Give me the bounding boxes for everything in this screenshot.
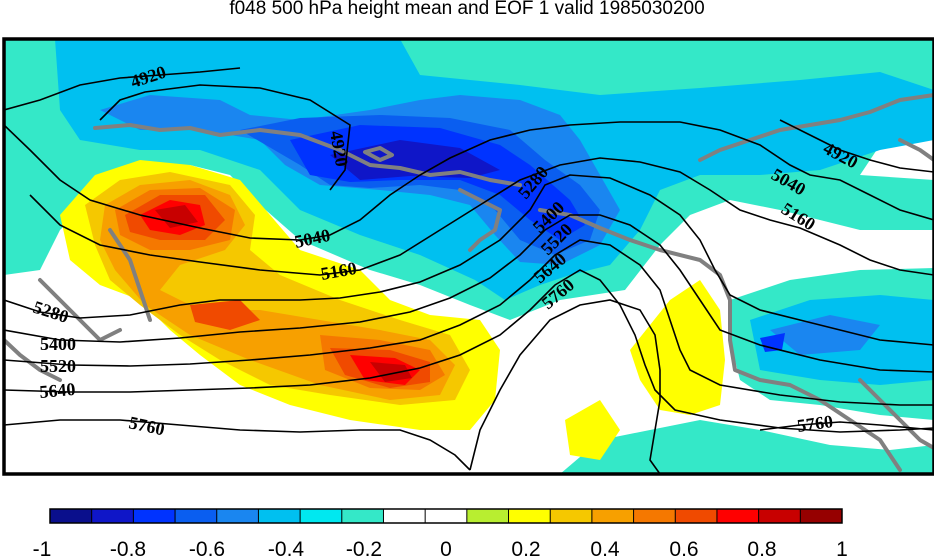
colorbar-label: 0.8 bbox=[747, 538, 776, 558]
colorbar-swatch bbox=[633, 509, 676, 523]
coastline-arctic bbox=[93, 123, 522, 187]
colorbar-label: 1 bbox=[836, 538, 848, 558]
colorbar-label: -0.4 bbox=[268, 538, 305, 558]
contour-5280 bbox=[4, 174, 934, 346]
colorbar-label: -0.6 bbox=[189, 538, 225, 558]
contour-5520 bbox=[4, 239, 934, 406]
colorbar-label: -0.2 bbox=[346, 538, 382, 558]
colorbar-swatch bbox=[258, 509, 301, 523]
colorbar-label: 0.4 bbox=[590, 538, 620, 558]
contour-label: 5520 bbox=[40, 356, 76, 376]
map-frame bbox=[2, 37, 934, 476]
eof-shading bbox=[4, 39, 934, 474]
contour-5760-east bbox=[759, 421, 934, 431]
contour-label: 5400 bbox=[40, 334, 76, 354]
colorbar-swatch bbox=[175, 509, 218, 523]
contour-5760-mid bbox=[469, 299, 661, 474]
colorbar-label: 0.6 bbox=[669, 538, 698, 558]
positive-region-east bbox=[630, 280, 725, 415]
contour-4920-north bbox=[99, 84, 351, 191]
colorbar-label: 0.2 bbox=[511, 538, 540, 558]
colorbar-label: 0 bbox=[440, 538, 452, 558]
height-contours bbox=[4, 67, 934, 474]
contour-4920-east bbox=[779, 119, 934, 173]
colorbar-swatch bbox=[591, 509, 634, 523]
colorbar-swatch bbox=[425, 509, 468, 523]
colorbar-swatch bbox=[300, 509, 343, 523]
colorbar-swatch bbox=[50, 509, 92, 523]
colorbar-swatch bbox=[550, 509, 593, 523]
colorbar bbox=[49, 508, 843, 524]
contour-label: 5760 bbox=[796, 411, 834, 436]
colorbar-swatch bbox=[758, 509, 801, 523]
colorbar-label: -1 bbox=[33, 538, 52, 558]
turquoise-south bbox=[560, 420, 934, 474]
colorbar-swatch bbox=[466, 509, 509, 523]
colorbar-swatch bbox=[341, 509, 384, 523]
colorbar-label: -0.8 bbox=[110, 538, 146, 558]
contour-5160 bbox=[29, 157, 934, 276]
colorbar-labels: -1 -0.8 -0.6 -0.4 -0.2 0 0.2 0.4 0.6 0.8… bbox=[33, 538, 848, 558]
colorbar-swatch bbox=[716, 509, 759, 523]
coastline-greenland bbox=[538, 208, 902, 472]
coastline-europe bbox=[698, 93, 934, 162]
colorbar-swatch bbox=[508, 509, 551, 523]
contour-5760-west bbox=[4, 419, 471, 471]
colorbar-swatch bbox=[216, 509, 259, 523]
colorbar-swatch bbox=[675, 509, 718, 523]
colorbar-swatch bbox=[383, 509, 426, 523]
colorbar-swatch bbox=[91, 509, 134, 523]
contour-label: 5640 bbox=[39, 379, 77, 402]
contour-5640 bbox=[4, 269, 934, 433]
colorbar-swatch bbox=[800, 509, 843, 523]
plot-title: f048 500 hPa height mean and EOF 1 valid… bbox=[229, 0, 705, 19]
contour-5040 bbox=[4, 121, 934, 241]
contour-5400 bbox=[4, 214, 934, 373]
colorbar-swatch bbox=[133, 509, 176, 523]
colorbar-frame bbox=[49, 508, 843, 524]
contour-4920-west bbox=[4, 67, 241, 111]
coastlines bbox=[4, 93, 934, 472]
